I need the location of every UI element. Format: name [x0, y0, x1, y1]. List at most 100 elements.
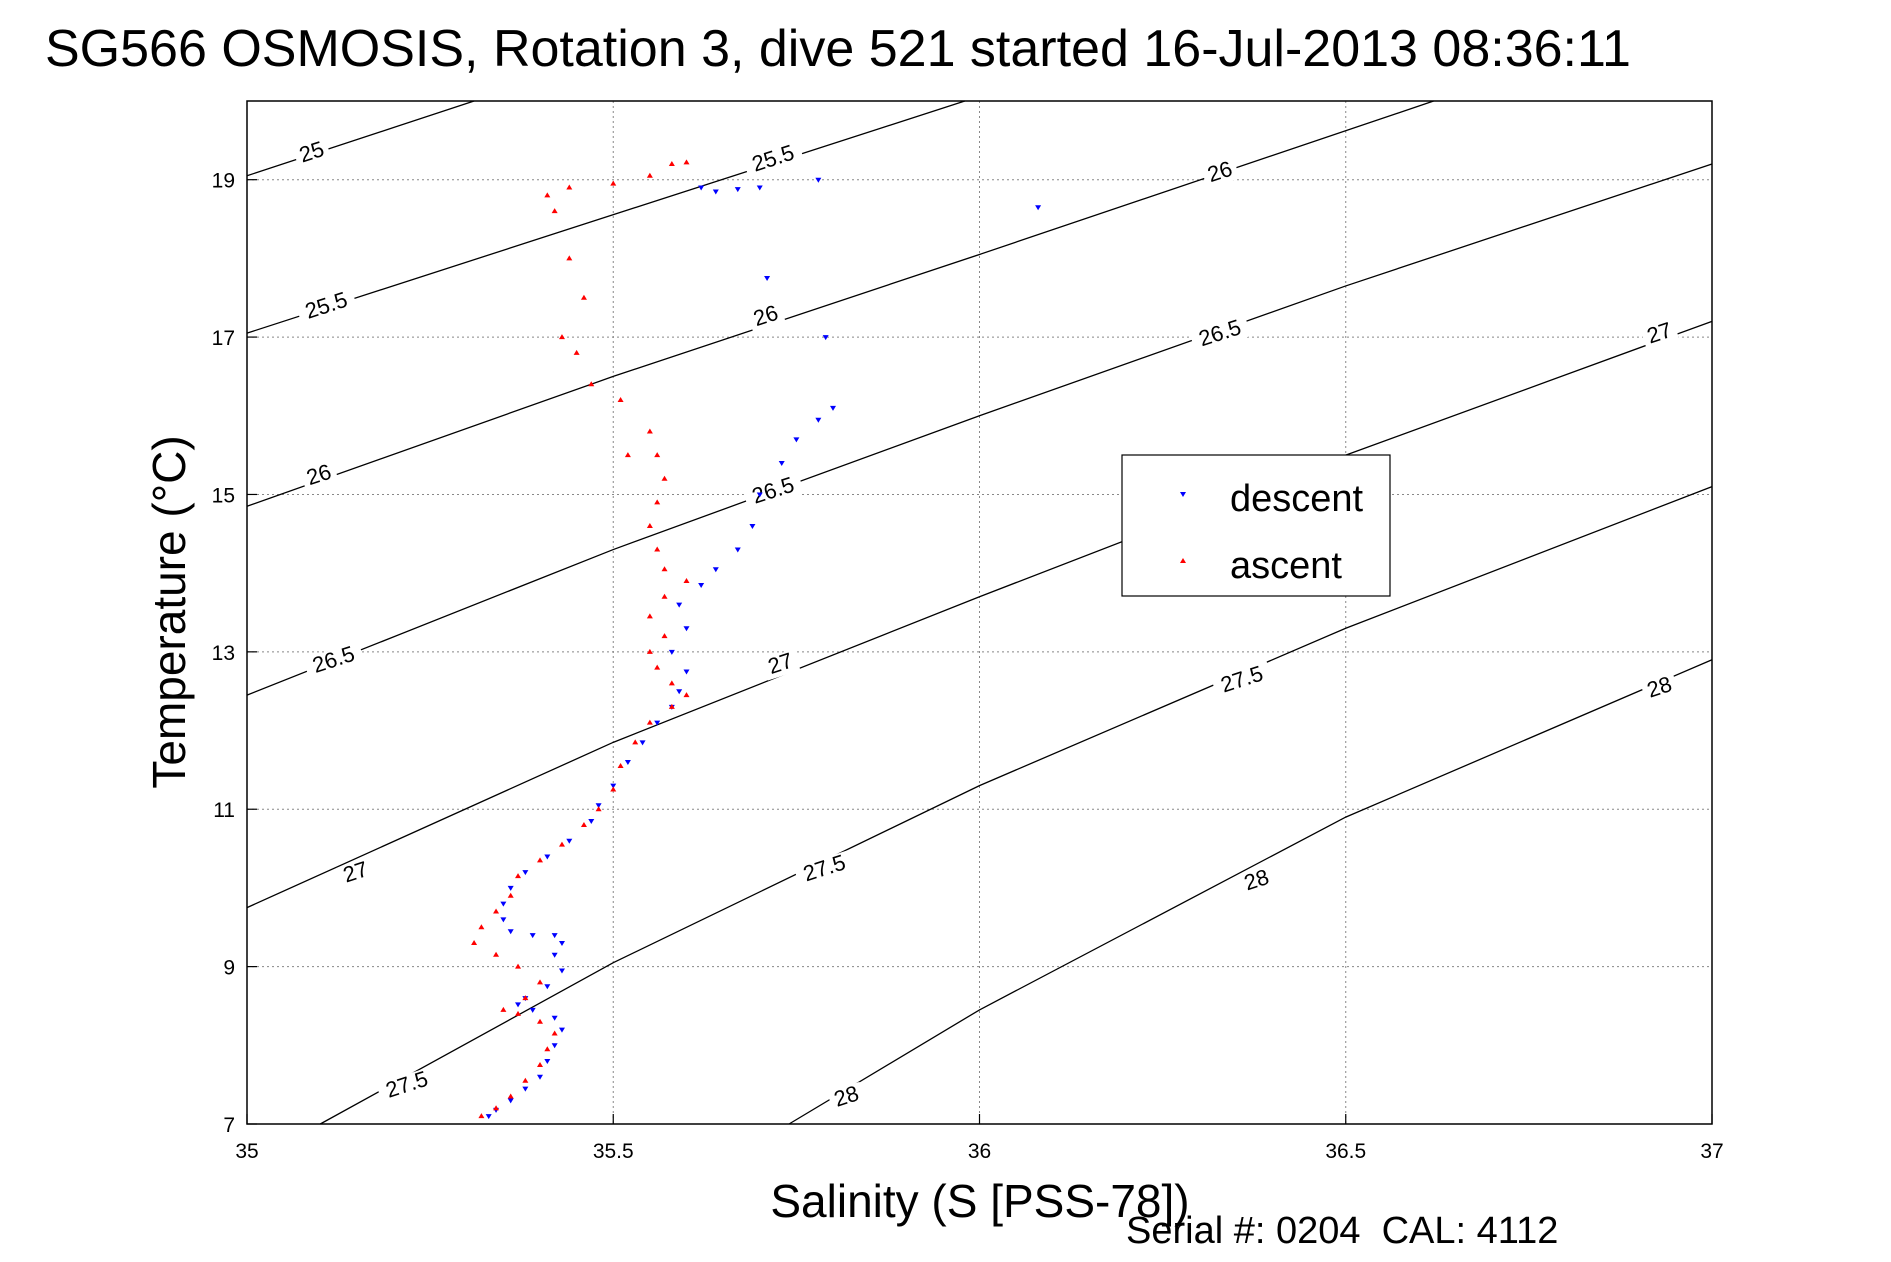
serial-cal-footer: Serial #: 0204 CAL: 4112 [1126, 1210, 1558, 1252]
descent-point [698, 185, 705, 191]
ascent-point [617, 762, 624, 768]
ascent-point [478, 1113, 485, 1119]
contour-label-bg [1640, 318, 1680, 350]
descent-point [544, 1059, 551, 1065]
contour-label: 26.5 [742, 472, 805, 512]
contour-label-bg [295, 287, 358, 327]
contour-label-bg [1189, 314, 1252, 354]
descent-point [558, 1027, 565, 1033]
descent-point [485, 1114, 492, 1120]
density-contour-line [319, 485, 1713, 1125]
legend-box [1121, 454, 1391, 597]
axis-ticks: 35 35.5 36 36.5 37 7 9 11 13 15 17 19 [212, 170, 1724, 1163]
descent-point [639, 740, 646, 746]
data-points [471, 159, 1042, 1120]
ascent-point [580, 821, 587, 827]
ascent-point [632, 739, 639, 745]
ascent-point [493, 908, 500, 914]
contour-label-text: 26.5 [1196, 314, 1244, 351]
contour-label-text: 26.5 [749, 472, 797, 509]
ascent-point [544, 192, 551, 198]
contour-label-text: 25.5 [749, 140, 797, 177]
ascent-point [646, 172, 653, 178]
descent-point [749, 523, 756, 529]
ascent-point [558, 334, 565, 340]
descent-point [588, 819, 595, 825]
x-tick-label: 36 [968, 1140, 991, 1163]
descent-point [764, 276, 771, 282]
contour-label-bg [336, 857, 376, 889]
contour-label: 27.5 [1211, 661, 1274, 700]
contour-label-bg [742, 140, 805, 179]
ascent-point [610, 180, 617, 186]
contour-label-bg [742, 472, 805, 512]
ascent-point [654, 664, 661, 670]
descent-point [558, 941, 565, 947]
contour-label-bg [1211, 661, 1274, 700]
contour-label-text: 27.5 [1218, 661, 1266, 698]
contour-label: 25 [292, 136, 332, 169]
y-tick-label: 11 [213, 799, 235, 822]
contour-label: 28 [1640, 671, 1680, 705]
ascent-point [515, 873, 522, 879]
descent-point [654, 720, 661, 726]
ascent-point [537, 1061, 543, 1067]
descent-point [522, 1086, 529, 1092]
contour-label-text: 25.5 [302, 287, 350, 324]
descent-point [529, 1007, 536, 1013]
descent-point [793, 437, 800, 443]
ascent-point [668, 680, 675, 686]
contour-label-bg [302, 641, 365, 681]
ascent-point [668, 160, 675, 166]
descent-point [734, 547, 741, 553]
ascent-point [507, 1093, 514, 1099]
density-contour-line [246, 100, 966, 334]
ascent-point [661, 566, 668, 572]
contour-label-bg [746, 301, 786, 333]
descent-point [683, 669, 690, 675]
descent-point [551, 1015, 558, 1021]
ascent-point [595, 806, 602, 812]
ascent-point [522, 1077, 529, 1083]
descent-point [712, 189, 719, 195]
ascent-point [610, 786, 617, 792]
ascent-point [661, 475, 668, 481]
descent-point [668, 649, 675, 655]
ascent-point [654, 546, 661, 552]
contour-label: 25.5 [295, 287, 358, 327]
ascent-point [551, 1030, 558, 1036]
ascent-point [646, 428, 653, 434]
contour-label: 26 [746, 300, 786, 333]
y-tick-label: 15 [212, 484, 235, 507]
descent-point [815, 177, 822, 183]
ascent-point [683, 692, 690, 698]
descent-point [624, 760, 631, 766]
descent-point [822, 335, 829, 341]
contour-label: 25.5 [742, 140, 805, 179]
ascent-point [566, 184, 573, 190]
ascent-point [558, 841, 565, 847]
descent-point [507, 929, 514, 935]
ascent-point [537, 979, 543, 985]
legend-marker-ascent [1180, 558, 1186, 563]
ascent-point [515, 1010, 522, 1016]
descent-point [698, 582, 705, 588]
ascent-point [661, 633, 668, 639]
x-tick-label: 35.5 [593, 1140, 634, 1163]
ascent-point [522, 995, 529, 1001]
ascent-point [624, 452, 631, 458]
descent-point [551, 952, 558, 958]
contour-label-bg [299, 460, 339, 492]
ascent-point [573, 349, 580, 355]
contour-label-bg [827, 1081, 867, 1114]
contour-label-text: 27.5 [800, 849, 848, 886]
contour-label: 27 [336, 856, 376, 889]
y-tick-label: 19 [212, 170, 235, 193]
y-tick-label: 7 [223, 1114, 235, 1137]
descent-point [683, 626, 690, 632]
legend: descent ascent [1121, 454, 1391, 597]
ascent-point [668, 703, 675, 709]
descent-point [515, 1002, 522, 1008]
contour-label-bg [761, 649, 801, 681]
ascent-point [507, 892, 514, 898]
